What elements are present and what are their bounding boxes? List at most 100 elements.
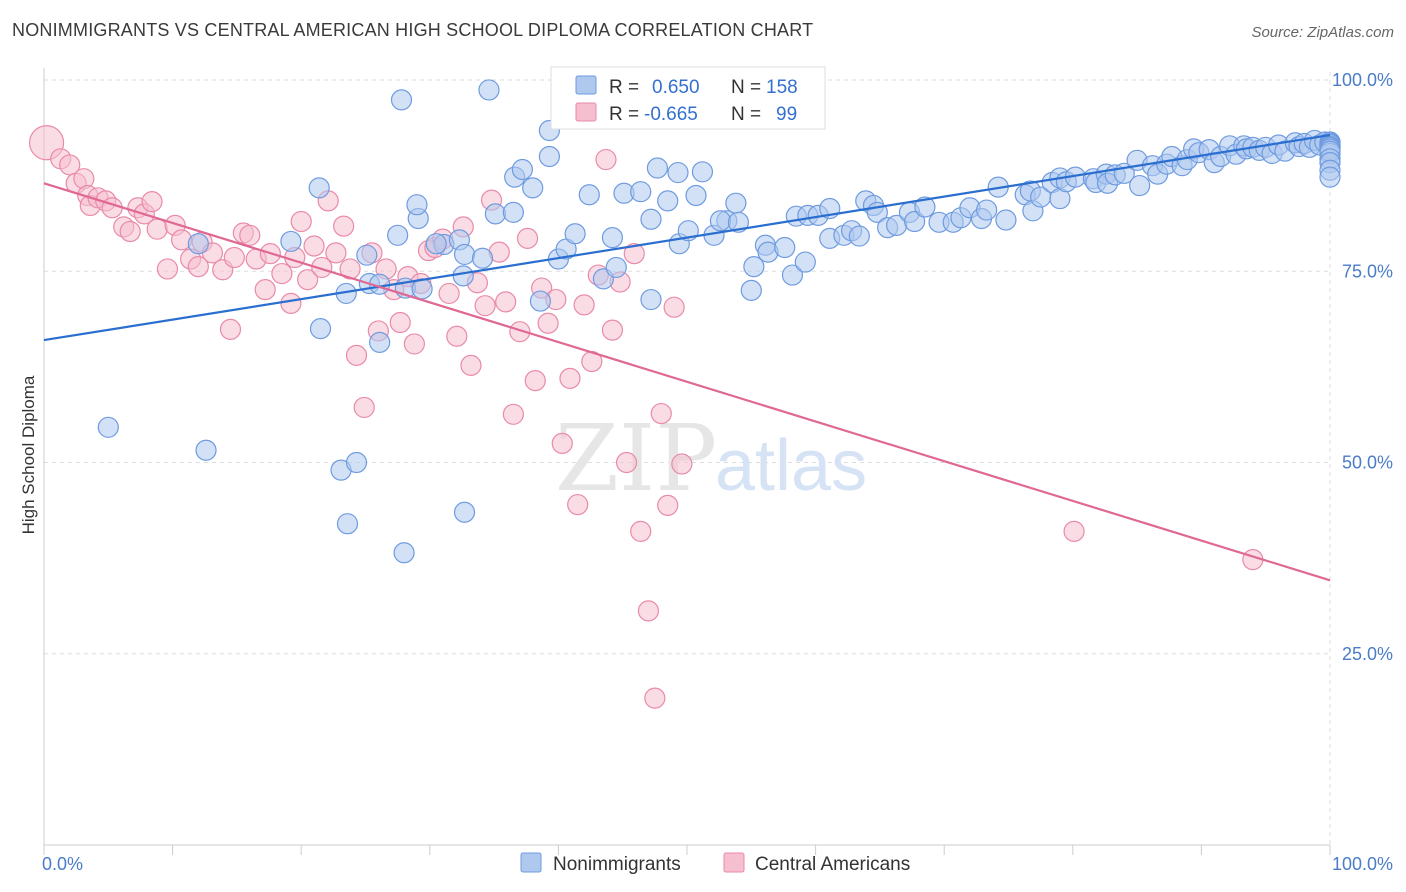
blue-point-151 [345,451,368,474]
watermark-atlas: atlas [715,426,867,506]
y-tick-label-3: 100.0% [1332,70,1393,90]
blue-point-5 [356,244,378,266]
stats-r-value-blue: 0.650 [652,77,700,98]
blue-point-72 [904,210,926,233]
blue-point-25 [529,290,551,312]
pink-point-71 [551,432,573,454]
pink-point-56 [446,325,468,347]
legend-label-nonimmigrants: Nonimmigrants [553,854,681,875]
blue-point-0 [187,233,209,255]
blue-point-17 [453,243,476,266]
blue-point-48 [709,210,732,232]
y-axis-title: High School Diploma [19,375,38,534]
blue-point-98 [1129,174,1151,197]
pink-point-83 [637,600,660,622]
blue-point-3 [308,177,330,199]
blue-point-73 [914,196,936,218]
y-tick-label-2: 75.0% [1342,261,1393,281]
blue-point-145 [1319,166,1341,188]
x-tick-label-max: 100.0% [1332,854,1393,874]
stats-r-value-pink: -0.665 [644,104,698,125]
blue-point-55 [774,236,796,259]
stats-legend-blue-swatch [575,75,597,95]
pink-point-84 [644,687,666,709]
blue-point-14 [425,233,447,255]
pink-point-50 [403,333,425,355]
pink-point-81 [623,243,645,265]
pink-point-42 [345,344,368,366]
blue-point-7 [369,331,391,353]
blue-point-79 [976,199,998,221]
blue-point-15 [406,194,428,216]
pink-point-64 [502,403,524,425]
pink-point-41 [339,258,361,280]
legend-label-central-americans: Central Americans [755,854,910,875]
blue-point-39 [646,157,669,179]
blue-point-41 [667,161,689,184]
nonimmigrants-points [97,79,1341,564]
blue-point-30 [578,184,600,206]
blue-point-38 [640,208,662,230]
pink-point-32 [280,292,302,314]
legend-swatch-nonimmigrants [520,852,542,873]
pink-point-80 [615,451,638,474]
blue-point-40 [657,190,679,212]
pink-point-77 [595,148,617,171]
blue-point-45 [685,184,707,207]
blue-point-34 [605,256,627,279]
blue-point-44 [691,161,714,183]
blue-point-51 [740,279,762,301]
blue-point-153 [393,542,415,564]
pink-point-63 [495,291,517,313]
pink-point-16 [156,258,179,280]
pink-point-65 [509,321,531,343]
pink-point-25 [223,246,245,269]
chart-title: NONIMMIGRANTS VS CENTRAL AMERICAN HIGH S… [12,20,814,40]
blue-point-147 [478,79,500,101]
pink-point-27 [239,224,261,246]
blue-point-24 [522,177,544,199]
blue-point-81 [995,209,1017,231]
blue-point-26 [538,145,560,168]
pink-point-14 [141,191,163,213]
blue-point-149 [195,439,217,461]
pink-point-31 [271,262,293,285]
pink-point-88 [671,453,693,475]
stats-r-label-blue: R = [609,77,639,98]
blue-point-31 [564,223,586,245]
stats-legend-pink-swatch [575,102,597,122]
pink-point-85 [650,402,672,425]
pink-point-48 [389,311,411,334]
pink-point-24 [219,318,242,340]
pink-point-58 [460,354,482,376]
stats-n-label-blue: N = [731,77,761,98]
pink-point-37 [311,256,333,279]
blue-point-10 [387,224,409,246]
pink-point-74 [573,294,595,316]
axes [43,68,1331,855]
stats-legend-box [550,66,826,130]
stats-n-value-pink: 99 [776,104,797,125]
blue-point-52 [743,256,765,278]
blue-point-152 [336,513,359,535]
blue-point-65 [848,225,870,247]
trend-line-nonimmigrants [43,133,1331,342]
stats-legend: R = 0.650 N = 158 R = -0.665 N = 99 [550,66,826,130]
trend-lines [43,133,1331,582]
pink-point-86 [657,494,679,516]
pink-point-11 [119,220,141,243]
blue-point-148 [97,416,119,438]
pink-point-73 [567,493,589,516]
blue-point-146 [390,89,413,111]
pink-point-29 [254,279,276,301]
legend-swatch-central-americans [723,852,745,873]
pink-point-60 [474,295,496,317]
pink-point-43 [353,396,375,419]
pink-point-82 [630,520,652,542]
y-tick-label-0: 25.0% [1342,644,1393,664]
pink-point-78 [601,319,624,341]
pink-point-89 [1063,520,1085,542]
blue-point-50 [727,211,750,233]
blue-point-58 [794,251,816,273]
